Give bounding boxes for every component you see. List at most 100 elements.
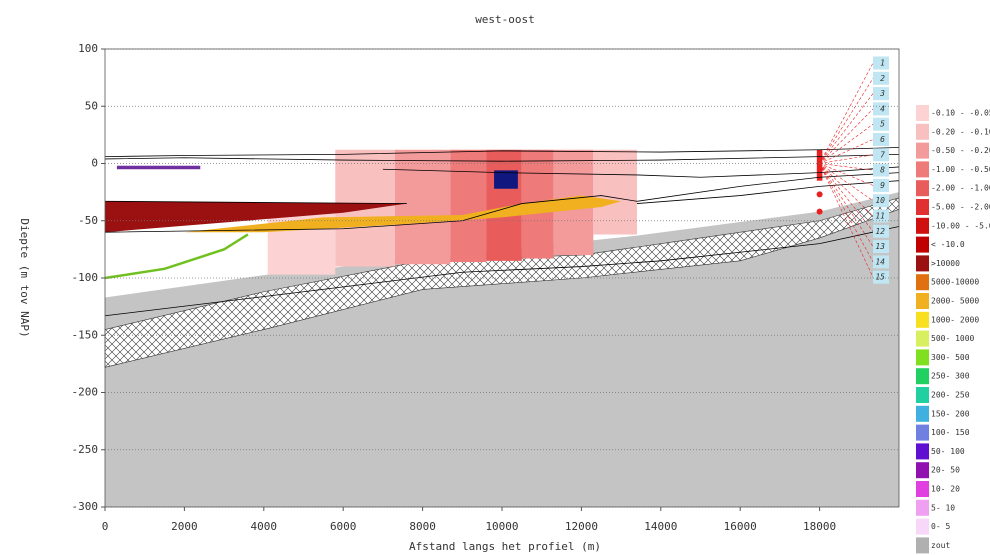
legend-label: 0- 5	[931, 522, 950, 531]
y-axis-label: Diepte (m tov NAP)	[18, 218, 31, 337]
x-axis-label: Afstand langs het profiel (m)	[409, 540, 601, 553]
legend-swatch	[916, 217, 929, 234]
well-label-box	[873, 255, 889, 269]
legend-swatch	[916, 255, 929, 272]
well-link	[819, 163, 874, 201]
legend-label: 5- 10	[931, 503, 955, 512]
well-label-box	[873, 194, 889, 208]
well-label-box	[873, 209, 889, 223]
legend-swatch	[916, 368, 929, 385]
x-tick-label: 4000	[251, 520, 278, 533]
well-link	[819, 163, 874, 263]
y-tick-label: -100	[72, 271, 99, 284]
legend-label: -1.00 - -0.50	[931, 165, 990, 174]
x-tick-label: 18000	[803, 520, 836, 533]
layer	[593, 149, 637, 235]
well-link	[819, 163, 874, 247]
well-link	[819, 108, 874, 164]
well-label: 12	[875, 227, 885, 236]
layer	[184, 195, 622, 233]
legend-label: 250- 300	[931, 372, 970, 381]
legend-swatch	[916, 161, 929, 178]
well-label-box	[873, 224, 889, 238]
well-label: 13	[875, 242, 885, 251]
legend-label: 10- 20	[931, 485, 960, 494]
well-label-box	[873, 148, 889, 162]
x-tick-label: 16000	[724, 520, 757, 533]
well-label-box	[873, 56, 889, 70]
x-tick-label: 12000	[565, 520, 598, 533]
well-label-box	[873, 270, 889, 284]
well-link	[819, 163, 874, 232]
well-label: 4	[880, 104, 885, 113]
legend-swatch	[916, 293, 929, 309]
well-link	[819, 93, 874, 164]
well-label-box	[873, 163, 889, 177]
legend-label: 300- 500	[931, 353, 970, 362]
well-point	[816, 208, 823, 215]
legend-label: 200- 250	[931, 391, 970, 400]
legend-swatch	[916, 330, 929, 347]
well-link	[819, 163, 874, 278]
boundary-line	[382, 166, 900, 178]
legend-label: < -10.0	[931, 240, 965, 249]
legend-label: -0.10 - -0.05	[931, 109, 990, 118]
layer	[494, 170, 518, 189]
well-point	[816, 191, 823, 198]
legend-label: -0.50 - -0.20	[931, 146, 990, 155]
y-tick-label: -200	[72, 386, 99, 399]
y-tick-label: -50	[78, 214, 98, 227]
boundary-line	[104, 226, 900, 317]
legend-label: 500- 1000	[931, 334, 975, 343]
legend-swatch	[916, 424, 929, 441]
layer	[116, 165, 201, 170]
legend-swatch	[916, 274, 929, 291]
y-tick-label: 0	[91, 157, 98, 170]
well-label: 1	[880, 59, 885, 68]
boundary-line	[104, 153, 900, 162]
legend-swatch	[916, 499, 929, 516]
well-link	[819, 78, 874, 164]
legend-label: 20- 50	[931, 466, 960, 475]
legend-swatch	[916, 236, 929, 253]
well-label-box	[873, 240, 889, 254]
legend-swatch	[916, 105, 929, 121]
legend-label: 1000- 2000	[931, 315, 979, 324]
well-link	[819, 154, 874, 164]
y-tick-label: -250	[72, 443, 99, 456]
legend-label: 5000-10000	[931, 278, 979, 287]
well-link	[819, 163, 874, 171]
legend-label: 100- 150	[931, 428, 970, 437]
y-tick-label: -300	[72, 500, 99, 513]
well-label-box	[873, 117, 889, 131]
well-link	[819, 123, 874, 164]
well-label: 5	[880, 120, 885, 129]
legend-swatch	[916, 387, 929, 403]
well-label: 14	[875, 257, 885, 266]
well-link	[819, 62, 874, 164]
y-tick-label: -150	[72, 328, 99, 341]
layer	[394, 149, 451, 265]
layer	[105, 201, 407, 233]
well-label: 11	[875, 212, 885, 221]
legend-swatch	[916, 311, 929, 328]
x-tick-label: 2000	[171, 520, 198, 533]
well-label-box	[873, 71, 889, 85]
x-tick-label: 10000	[485, 520, 518, 533]
well-label: 7	[880, 150, 885, 159]
well-label: 6	[880, 135, 885, 144]
well-link	[819, 163, 874, 217]
legend-swatch	[916, 123, 929, 140]
well-label: 2	[880, 74, 885, 83]
legend-swatch	[916, 537, 929, 554]
legend-swatch	[916, 199, 929, 215]
layer	[450, 149, 487, 262]
legend-label: 150- 200	[931, 409, 970, 418]
legend-label: 50- 100	[931, 447, 965, 456]
x-tick-label: 0	[102, 520, 109, 533]
x-tick-label: 6000	[330, 520, 357, 533]
well-label: 9	[880, 181, 885, 190]
y-tick-label: 100	[78, 42, 98, 55]
legend-label: 2000- 5000	[931, 297, 979, 306]
legend-label: -10.00 - -5.00	[931, 221, 990, 230]
